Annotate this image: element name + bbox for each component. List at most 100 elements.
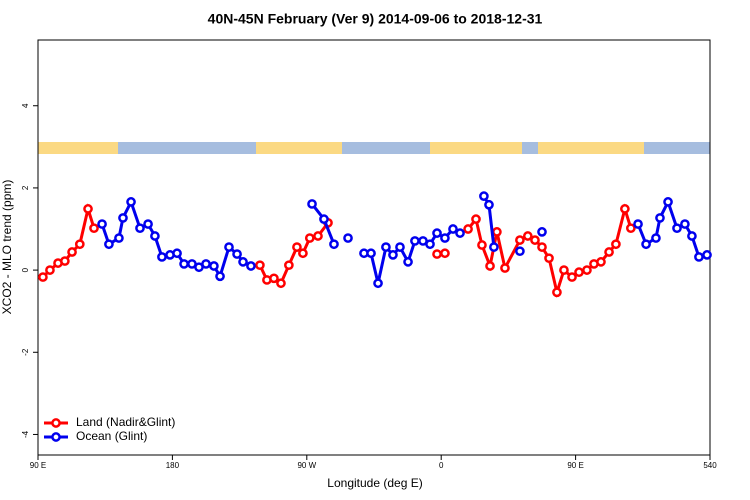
point (232, 249, 242, 259)
point (313, 231, 323, 241)
point (97, 219, 107, 229)
x-tick-label: 90 E (30, 461, 46, 470)
point (500, 263, 510, 273)
point (373, 278, 383, 289)
point (276, 278, 286, 289)
x-tick-label: 540 (703, 461, 717, 470)
point (567, 272, 577, 282)
point (702, 250, 712, 260)
chart-title: 40N-45N February (Ver 9) 2014-09-06 to 2… (208, 11, 543, 27)
point (651, 233, 661, 243)
point (633, 219, 643, 229)
point (395, 242, 405, 252)
point (479, 191, 489, 201)
point (292, 242, 302, 252)
land-ocean-strip (38, 142, 710, 154)
point (238, 257, 248, 267)
point (114, 233, 124, 243)
y-tick-label: -4 (21, 430, 30, 438)
point (492, 227, 502, 237)
point (582, 265, 592, 275)
point (150, 231, 160, 241)
point (455, 228, 465, 238)
point (60, 256, 70, 266)
point (118, 213, 128, 223)
y-tick-label: -2 (21, 348, 30, 356)
point (304, 233, 315, 243)
x-axis-label: Longitude (deg E) (327, 476, 422, 490)
point (574, 267, 584, 278)
y-tick-label: 0 (21, 267, 30, 272)
point (440, 233, 450, 243)
point (680, 219, 690, 229)
point (477, 240, 487, 250)
point (255, 260, 265, 271)
point (45, 265, 55, 275)
point (440, 248, 450, 259)
point (596, 257, 606, 267)
legend: Land (Nadir&Glint)Ocean (Glint) (44, 415, 175, 443)
x-tick-label: 90 W (297, 461, 316, 470)
point (672, 223, 682, 234)
point (663, 197, 673, 207)
point (515, 235, 525, 245)
point (410, 236, 420, 246)
point (522, 231, 533, 241)
point (246, 261, 256, 271)
point (38, 272, 48, 282)
point (471, 214, 481, 224)
point (388, 250, 398, 260)
point (284, 260, 294, 271)
point (381, 242, 391, 252)
point (403, 257, 413, 267)
point (537, 227, 547, 237)
point (319, 214, 329, 224)
point (329, 239, 339, 250)
point (307, 199, 317, 209)
point (157, 252, 167, 262)
y-tick-label: 4 (21, 103, 30, 108)
point (641, 239, 651, 250)
point (83, 204, 93, 214)
point (530, 235, 540, 245)
legend-marker (51, 432, 61, 442)
point (604, 247, 614, 257)
point (432, 228, 442, 238)
x-tick-label: 180 (166, 461, 180, 470)
point (552, 287, 562, 298)
y-tick-label: 2 (21, 185, 30, 190)
point (655, 213, 665, 223)
point (485, 261, 495, 271)
point (620, 204, 630, 214)
point (425, 239, 435, 250)
point (104, 239, 114, 250)
point (126, 197, 136, 207)
point (209, 261, 219, 271)
legend-label: Land (Nadir&Glint) (76, 415, 175, 429)
point (489, 242, 499, 252)
plot-frame (37, 39, 711, 456)
point (687, 231, 697, 241)
point (626, 223, 636, 234)
point (448, 224, 458, 234)
point (544, 253, 554, 264)
point (343, 233, 353, 243)
point (135, 223, 145, 234)
point (694, 252, 704, 262)
point (515, 246, 525, 257)
legend-label: Ocean (Glint) (76, 429, 147, 443)
point (224, 242, 234, 252)
point (67, 247, 77, 257)
point (366, 248, 376, 259)
y-axis-label: XCO2 - MLO trend (ppm) (0, 180, 14, 315)
point (432, 249, 442, 259)
point (463, 224, 473, 234)
point (559, 265, 569, 275)
point (172, 248, 182, 259)
point (89, 223, 99, 234)
series-line (41, 203, 633, 298)
point (298, 248, 308, 259)
point (201, 259, 211, 269)
point (269, 273, 279, 284)
